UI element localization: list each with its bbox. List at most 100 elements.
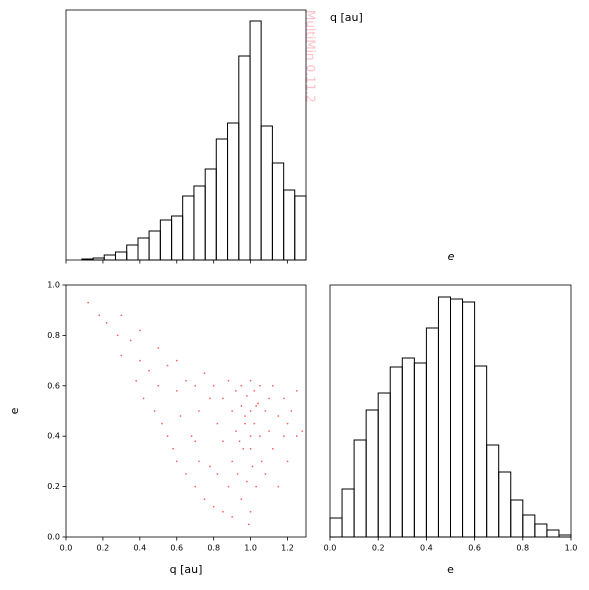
x-tick-label: 1.0	[565, 544, 578, 553]
scatter-point	[249, 447, 252, 450]
scatter-point	[185, 473, 187, 475]
x-tick-label: 0.4	[133, 544, 146, 553]
scatter-point	[277, 415, 280, 417]
scatter-point	[175, 460, 178, 463]
scatter-point	[260, 460, 263, 463]
scatter-point	[138, 359, 141, 362]
scatter-point	[240, 384, 243, 387]
scatter-point	[258, 384, 261, 387]
scatter-point	[271, 447, 274, 450]
scatter-point	[166, 364, 169, 367]
scatter-point	[98, 314, 101, 317]
scatter-point	[249, 510, 252, 513]
scatter-point	[286, 422, 289, 425]
scatter-point	[209, 397, 211, 400]
scatter-point	[194, 440, 197, 443]
scatter-point	[238, 440, 241, 443]
scatter-point	[249, 435, 252, 438]
scatter-point	[253, 389, 256, 392]
scatter-point	[222, 397, 224, 400]
scatter-point	[240, 498, 243, 501]
scatter-point	[166, 435, 169, 438]
scatter-point	[157, 384, 160, 387]
x-tick-label: 0.6	[468, 544, 481, 553]
watermark: MultiMin 0.11.2	[304, 10, 318, 103]
scatter-point	[120, 354, 123, 357]
scatter-point	[142, 397, 145, 400]
scatter-point	[198, 410, 200, 412]
scatter-point	[216, 473, 219, 475]
scatter-point	[234, 389, 237, 392]
scatter-point	[212, 384, 215, 387]
scatter-point	[286, 460, 289, 463]
x-tick-label: 1.0	[244, 544, 257, 553]
x-tick-label: 0.0	[60, 544, 73, 553]
scatter-point	[194, 384, 197, 387]
scatter-point	[212, 505, 215, 508]
x-tick-label: 0.4	[420, 544, 433, 553]
scatter-point	[244, 415, 246, 417]
scatter-point	[271, 384, 274, 387]
scatter-point	[227, 379, 230, 382]
scatter-point	[175, 359, 178, 362]
scatter-point	[231, 515, 234, 518]
scatter-point	[209, 465, 211, 468]
x-tick-label: 0.6	[170, 544, 183, 553]
x-tick-label: 0.0	[324, 544, 337, 553]
y-tick-label: 0.2	[47, 482, 60, 491]
scatter-point	[194, 485, 197, 488]
scatter-point	[231, 460, 234, 463]
panel-title: q [au]	[330, 11, 363, 24]
scatter-point	[129, 339, 132, 342]
scatter-point	[172, 447, 174, 450]
scatter-point	[135, 379, 138, 382]
scatter-point	[255, 405, 258, 407]
y-axis-label: e	[8, 407, 21, 414]
scatter-point	[198, 460, 200, 463]
scatter-point	[222, 440, 224, 443]
y-tick-label: 0.0	[47, 533, 60, 542]
scatter-point	[277, 485, 280, 488]
scatter-point	[175, 389, 178, 392]
x-tick-label: 1.2	[281, 544, 294, 553]
scatter-point	[247, 523, 250, 526]
scatter-point	[148, 369, 150, 372]
scatter-point	[231, 410, 234, 412]
scatter-point	[227, 485, 230, 488]
panel-title: e	[448, 250, 455, 263]
scatter-point	[87, 301, 90, 304]
scatter-point	[301, 430, 304, 433]
scatter-point	[257, 402, 259, 405]
axes-frame	[65, 284, 307, 538]
scatter-point	[246, 480, 248, 483]
scatter-point	[190, 435, 193, 438]
scatter-point	[179, 415, 182, 417]
scatter-point	[222, 510, 224, 513]
scatter-point	[268, 430, 270, 433]
scatter-point	[282, 435, 285, 438]
scatter-point	[253, 422, 256, 425]
scatter-point	[264, 473, 267, 475]
scatter-point	[153, 410, 156, 412]
scatter-point	[282, 397, 285, 400]
scatter-point	[216, 422, 219, 425]
x-tick-label: 0.8	[207, 544, 220, 553]
x-axis-label: e	[447, 563, 454, 576]
scatter-point	[236, 473, 239, 475]
y-tick-label: 0.4	[47, 432, 60, 441]
scatter-point	[185, 379, 187, 382]
scatter-point	[246, 394, 248, 397]
scatter-point	[268, 397, 270, 400]
x-axis-label: q [au]	[170, 563, 203, 576]
scatter-point	[255, 485, 258, 488]
scatter-point	[264, 410, 267, 412]
scatter-point	[234, 430, 237, 433]
scatter-point	[242, 447, 245, 450]
scatter-point	[290, 410, 293, 412]
axes-frame	[65, 9, 307, 261]
scatter-point	[120, 314, 123, 317]
axes-frame	[329, 284, 572, 538]
scatter-point	[258, 435, 261, 438]
